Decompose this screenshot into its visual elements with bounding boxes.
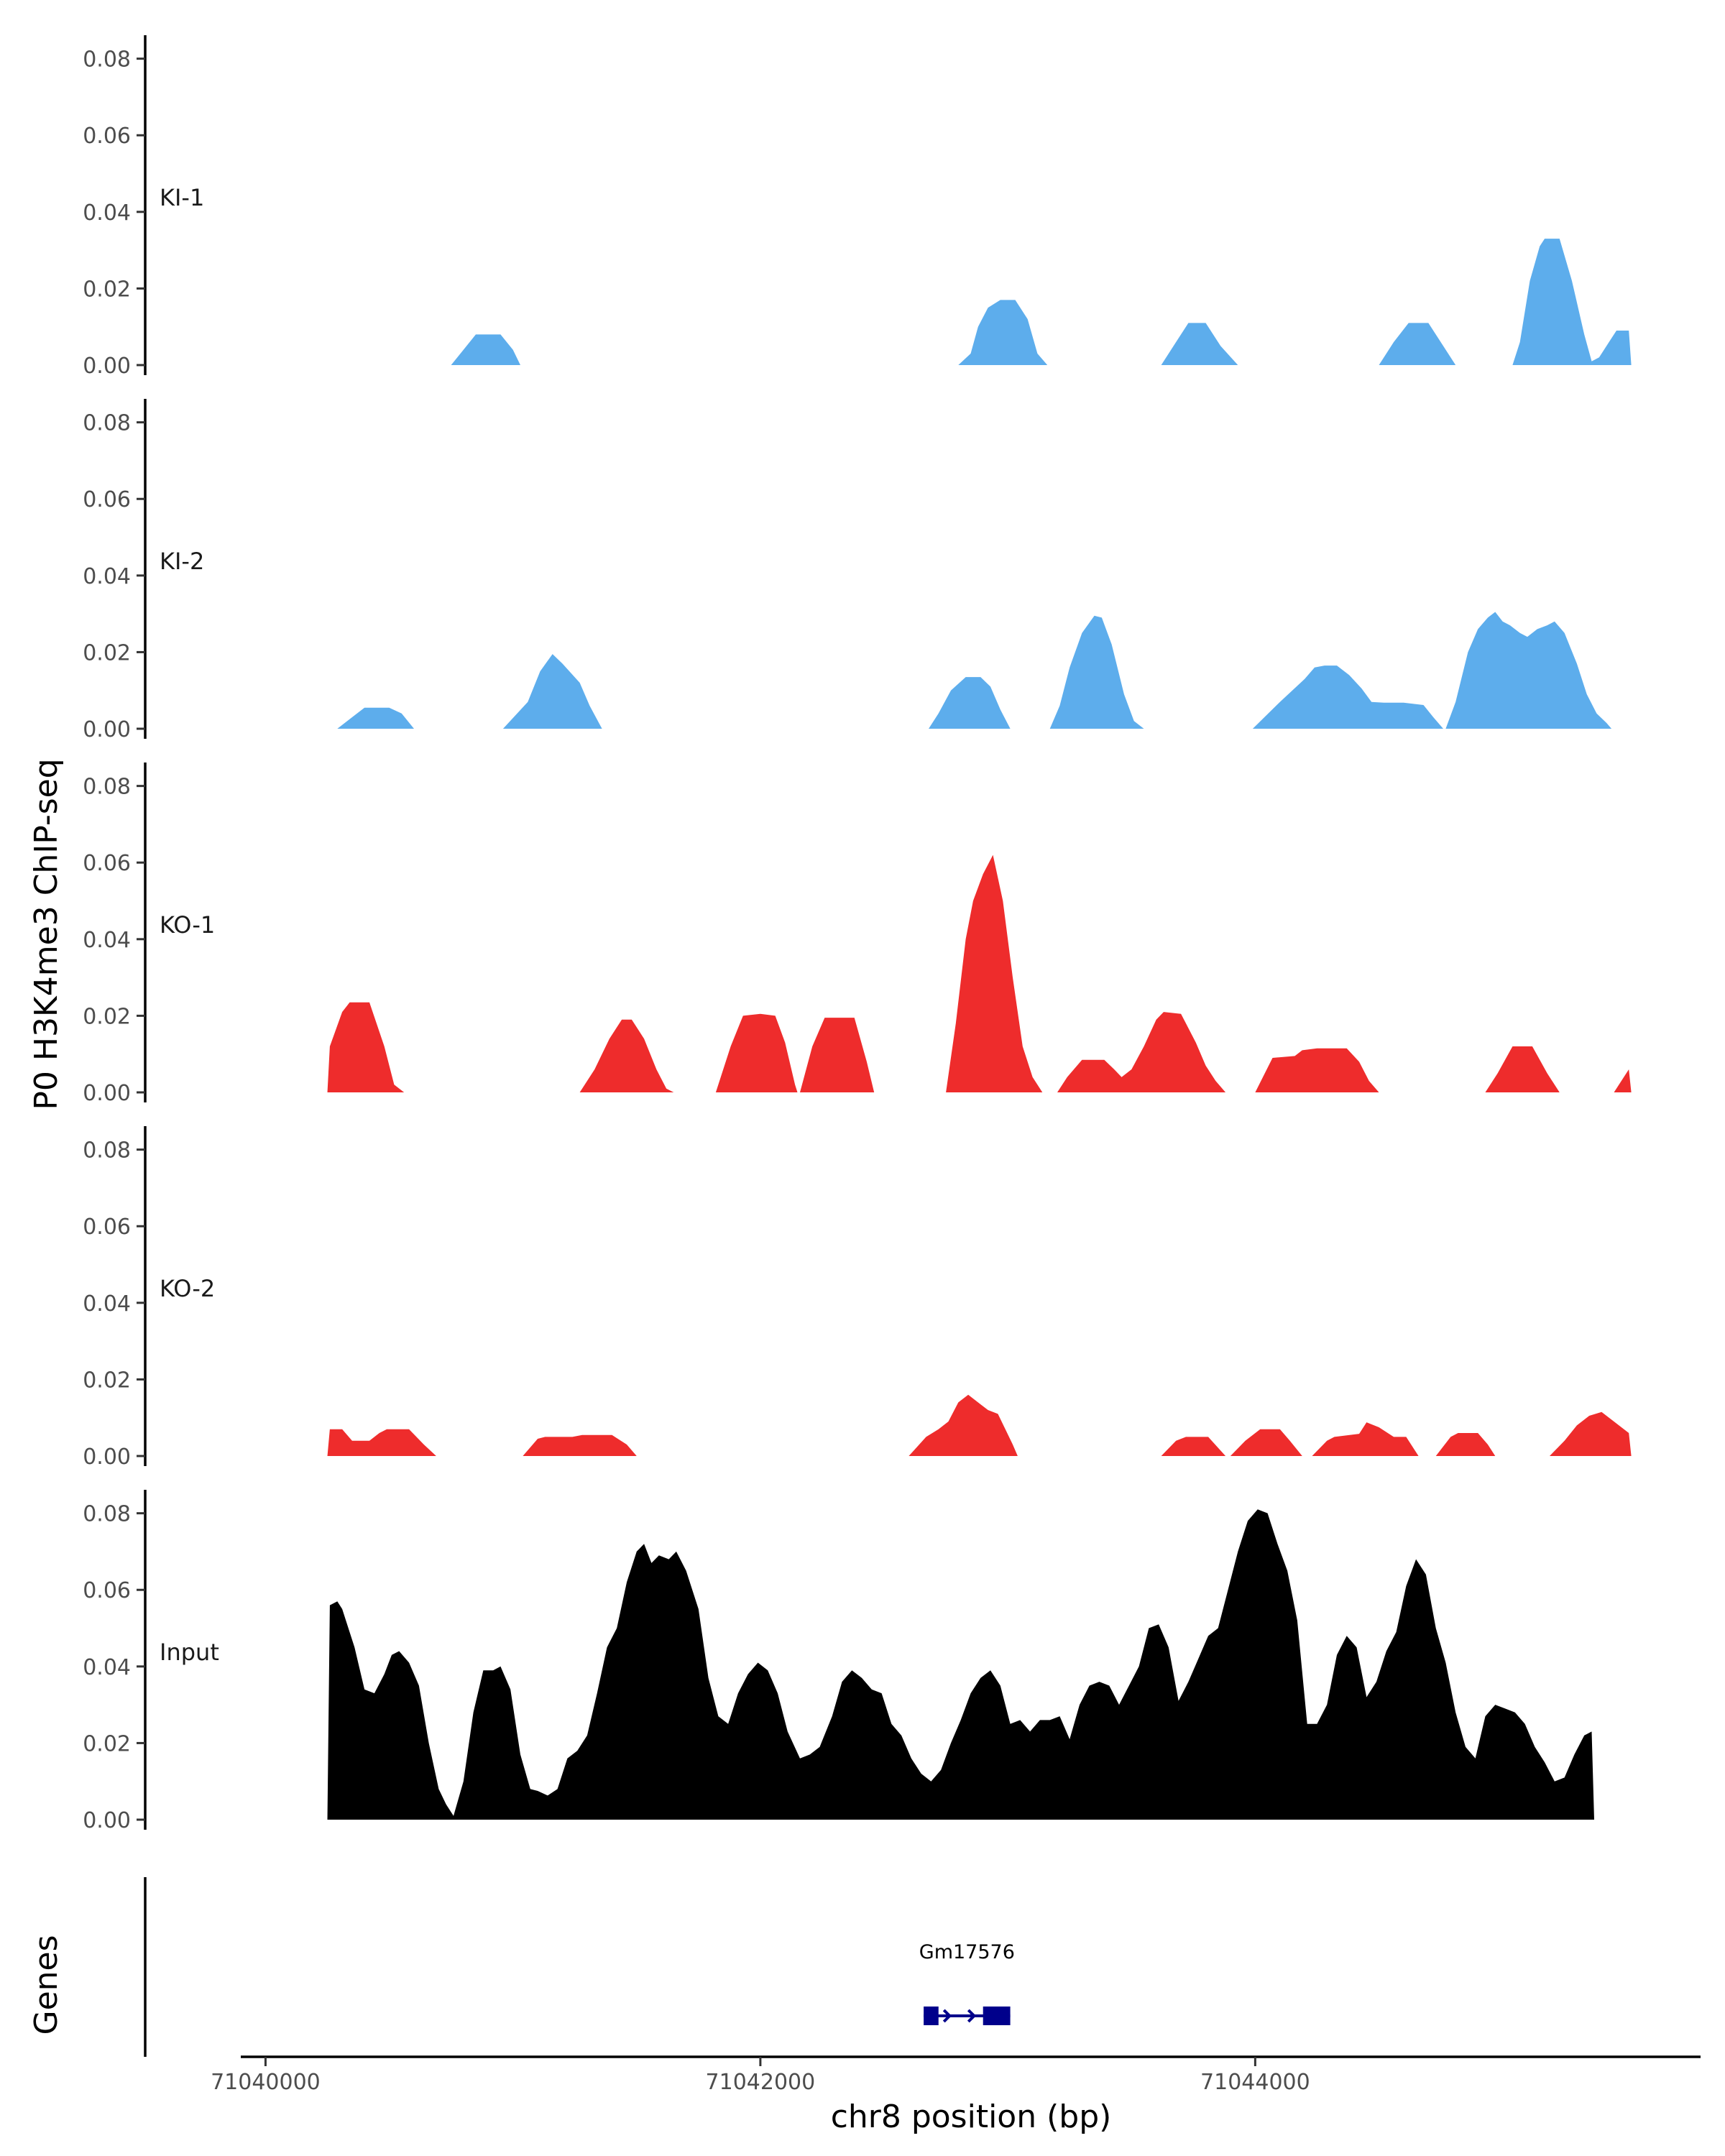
- track-ko-1: 0.00 0.02 0.04 0.06 0.08 KO-1: [83, 763, 1632, 1106]
- gene-label: Gm17576: [919, 1941, 1015, 1963]
- strand-arrow-1: [967, 2009, 977, 2023]
- y-tick-label-input-4: 0.08: [83, 1502, 131, 1527]
- y-tick-label-ko-2-0: 0.00: [83, 1445, 131, 1470]
- coverage-area-ki-1: [451, 239, 1632, 365]
- y-tick-label-ki-1-0: 0.00: [83, 354, 131, 379]
- track-ki-2: 0.00 0.02 0.04 0.06 0.08 KI-2: [83, 399, 1612, 742]
- y-tick-label-ko-1-1: 0.02: [83, 1004, 131, 1029]
- y-tick-label-ko-2-3: 0.06: [83, 1215, 131, 1240]
- coverage-tracks: 0.00 0.02 0.04 0.06 0.08 KI-1 0.00 0.02 0.04 0.06…: [83, 35, 1632, 1833]
- y-tick-label-ki-1-4: 0.08: [83, 47, 131, 73]
- track-label-ki-2: KI-2: [160, 548, 204, 575]
- track-label-ko-1: KO-1: [160, 911, 215, 939]
- y-tick-label-ko-1-2: 0.04: [83, 928, 131, 953]
- y-tick-label-ki-1-3: 0.06: [83, 124, 131, 149]
- y-tick-label-input-2: 0.04: [83, 1655, 131, 1680]
- x-tick-label-0: 71040000: [211, 2070, 321, 2095]
- genes-axis-title: Genes: [28, 1935, 65, 2035]
- track-label-ki-1: KI-1: [160, 184, 204, 211]
- y-tick-label-ki-1-2: 0.04: [83, 201, 131, 226]
- gene-panel: Gm17576: [144, 1877, 1015, 2057]
- track-ko-2: 0.00 0.02 0.04 0.06 0.08 KO-2: [83, 1126, 1632, 1470]
- coverage-area-ko-2: [327, 1394, 1632, 1456]
- y-tick-label-ki-2-4: 0.08: [83, 411, 131, 436]
- x-tick-label-2: 71044000: [1200, 2070, 1310, 2095]
- track-label-input: Input: [160, 1639, 219, 1666]
- y-tick-label-ko-1-4: 0.08: [83, 775, 131, 800]
- gene-Gm17576: Gm17576: [919, 1941, 1015, 2025]
- y-axis-title: P0 H3K4me3 ChIP-seq: [28, 758, 65, 1110]
- y-tick-label-ko-2-2: 0.04: [83, 1291, 131, 1317]
- y-tick-label-ko-1-3: 0.06: [83, 851, 131, 876]
- coverage-area-input: [327, 1509, 1594, 1820]
- x-axis-title: chr8 position (bp): [831, 2099, 1112, 2135]
- y-tick-label-input-0: 0.00: [83, 1808, 131, 1833]
- track-input: 0.00 0.02 0.04 0.06 0.08 Input: [83, 1490, 1594, 1833]
- y-tick-label-ko-1-0: 0.00: [83, 1081, 131, 1106]
- y-tick-label-ki-2-1: 0.02: [83, 640, 131, 665]
- y-tick-label-ko-2-1: 0.02: [83, 1368, 131, 1393]
- y-tick-label-input-3: 0.06: [83, 1578, 131, 1603]
- y-tick-label-ki-2-3: 0.06: [83, 487, 131, 512]
- coverage-area-ko-1: [327, 854, 1632, 1092]
- y-tick-label-ki-1-1: 0.02: [83, 277, 131, 302]
- track-label-ko-2: KO-2: [160, 1275, 215, 1302]
- gene-exon-1: [983, 2007, 1011, 2025]
- y-tick-label-ki-2-2: 0.04: [83, 564, 131, 589]
- x-tick-label-1: 71042000: [706, 2070, 816, 2095]
- x-axis: 71040000 71042000 71044000: [211, 2055, 1701, 2095]
- track-ki-1: 0.00 0.02 0.04 0.06 0.08 KI-1: [83, 35, 1632, 379]
- strand-arrow-0: [942, 2009, 952, 2023]
- gene-models: Gm17576: [919, 1941, 1015, 2025]
- coverage-area-ki-2: [337, 612, 1612, 729]
- y-tick-label-input-1: 0.02: [83, 1731, 131, 1756]
- gene-exon-0: [924, 2007, 939, 2025]
- y-tick-label-ki-2-0: 0.00: [83, 717, 131, 742]
- y-tick-label-ko-2-4: 0.08: [83, 1138, 131, 1164]
